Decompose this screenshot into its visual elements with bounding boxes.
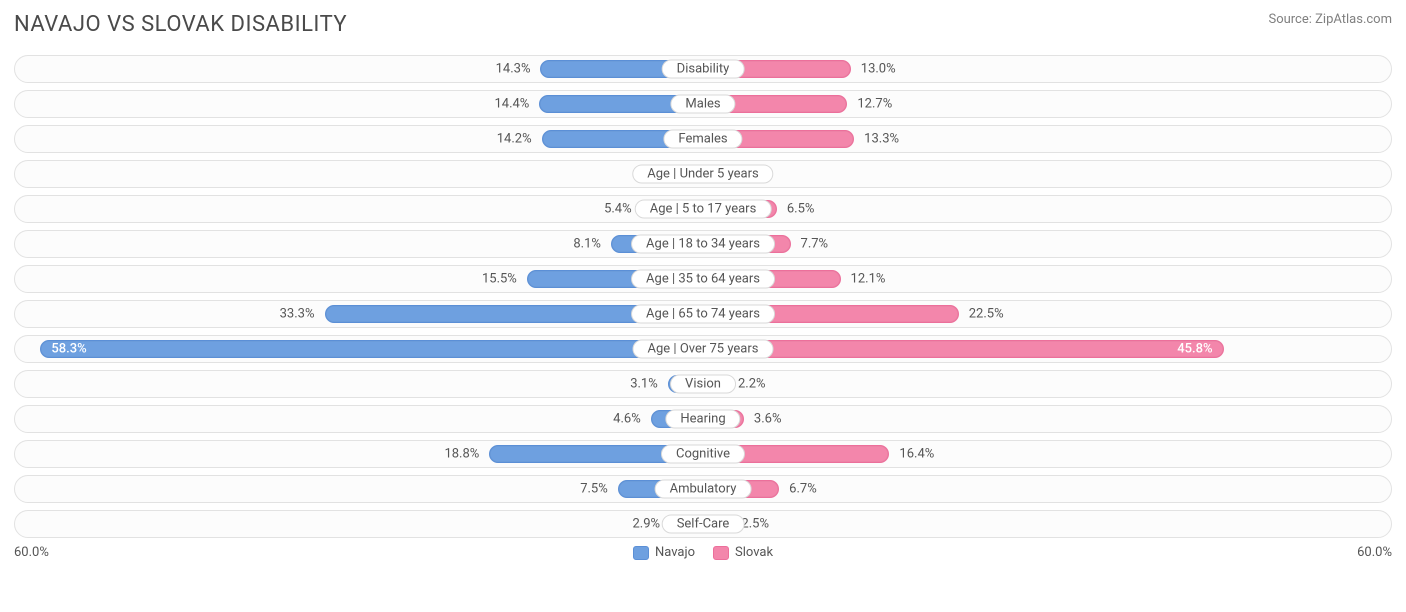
chart-row: 18.8% 16.4% Cognitive: [14, 440, 1392, 468]
legend-swatch-right: [713, 546, 729, 560]
value-right: 6.5%: [781, 202, 815, 217]
chart-row: 14.2% 13.3% Females: [14, 125, 1392, 153]
value-right: 12.7%: [851, 97, 892, 112]
chart-row: 8.1% 7.7% Age | 18 to 34 years: [14, 230, 1392, 258]
chart-row: 7.5% 6.7% Ambulatory: [14, 475, 1392, 503]
value-left: 58.3%: [45, 342, 92, 357]
chart-row: 3.1% 2.2%Vision: [14, 370, 1392, 398]
bar-right: 45.8%: [703, 340, 1224, 358]
value-right: 3.6%: [748, 412, 782, 427]
category-label: Hearing: [665, 410, 740, 429]
value-left: 14.2%: [497, 132, 538, 147]
value-left: 15.5%: [482, 272, 523, 287]
value-left: 4.6%: [613, 412, 647, 427]
category-label: Age | 65 to 74 years: [631, 305, 775, 324]
value-right: 13.3%: [858, 132, 899, 147]
category-label: Self-Care: [662, 515, 745, 534]
value-left: 7.5%: [580, 482, 614, 497]
value-left: 3.1%: [630, 377, 664, 392]
value-right: 13.0%: [855, 62, 896, 77]
category-label: Disability: [662, 60, 745, 79]
category-label: Vision: [670, 375, 736, 394]
category-label: Age | 35 to 64 years: [631, 270, 775, 289]
chart-row: 58.3% 45.8% Age | Over 75 years: [14, 335, 1392, 363]
chart-row: 2.9%2.5%Self-Care: [14, 510, 1392, 538]
value-left: 8.1%: [573, 237, 607, 252]
legend-label-right: Slovak: [735, 545, 773, 560]
chart-row: 33.3% 22.5% Age | 65 to 74 years: [14, 300, 1392, 328]
legend: Navajo Slovak: [633, 545, 773, 560]
chart-source: Source: ZipAtlas.com: [1268, 12, 1392, 27]
category-label: Age | Over 75 years: [633, 340, 774, 359]
diverging-bar-chart: 14.3% 13.0% Disability 14.4% 12.7% Males 14.2%…: [14, 55, 1392, 538]
value-left: 5.4%: [604, 202, 638, 217]
value-right: 45.8%: [1171, 342, 1218, 357]
value-left: 18.8%: [444, 447, 485, 462]
chart-footer: 60.0% Navajo Slovak 60.0%: [14, 545, 1392, 560]
value-left: 33.3%: [280, 307, 321, 322]
category-label: Males: [670, 95, 735, 114]
legend-swatch-left: [633, 546, 649, 560]
legend-item-left: Navajo: [633, 545, 695, 560]
chart-row: 4.6% 3.6% Hearing: [14, 405, 1392, 433]
category-label: Females: [663, 130, 742, 149]
value-right: 16.4%: [893, 447, 934, 462]
value-right: 2.2%: [732, 377, 766, 392]
value-right: 7.7%: [795, 237, 829, 252]
chart-header: NAVAJO VS SLOVAK DISABILITY Source: ZipA…: [14, 12, 1392, 37]
category-label: Age | 5 to 17 years: [635, 200, 772, 219]
chart-row: 15.5% 12.1% Age | 35 to 64 years: [14, 265, 1392, 293]
bar-left: 58.3%: [40, 340, 703, 358]
axis-left-max: 60.0%: [14, 545, 49, 560]
category-label: Age | Under 5 years: [632, 165, 773, 184]
value-right: 12.1%: [845, 272, 886, 287]
axis-right-max: 60.0%: [1357, 545, 1392, 560]
value-right: 22.5%: [963, 307, 1004, 322]
category-label: Ambulatory: [655, 480, 752, 499]
legend-label-left: Navajo: [655, 545, 695, 560]
category-label: Cognitive: [661, 445, 745, 464]
chart-title: NAVAJO VS SLOVAK DISABILITY: [14, 12, 347, 37]
chart-row: 5.4% 6.5% Age | 5 to 17 years: [14, 195, 1392, 223]
value-left: 14.3%: [496, 62, 537, 77]
value-left: 14.4%: [494, 97, 535, 112]
chart-row: 14.4% 12.7% Males: [14, 90, 1392, 118]
chart-row: 14.3% 13.0% Disability: [14, 55, 1392, 83]
category-label: Age | 18 to 34 years: [631, 235, 775, 254]
chart-row: 1.6%1.7%Age | Under 5 years: [14, 160, 1392, 188]
legend-item-right: Slovak: [713, 545, 773, 560]
value-right: 6.7%: [783, 482, 817, 497]
